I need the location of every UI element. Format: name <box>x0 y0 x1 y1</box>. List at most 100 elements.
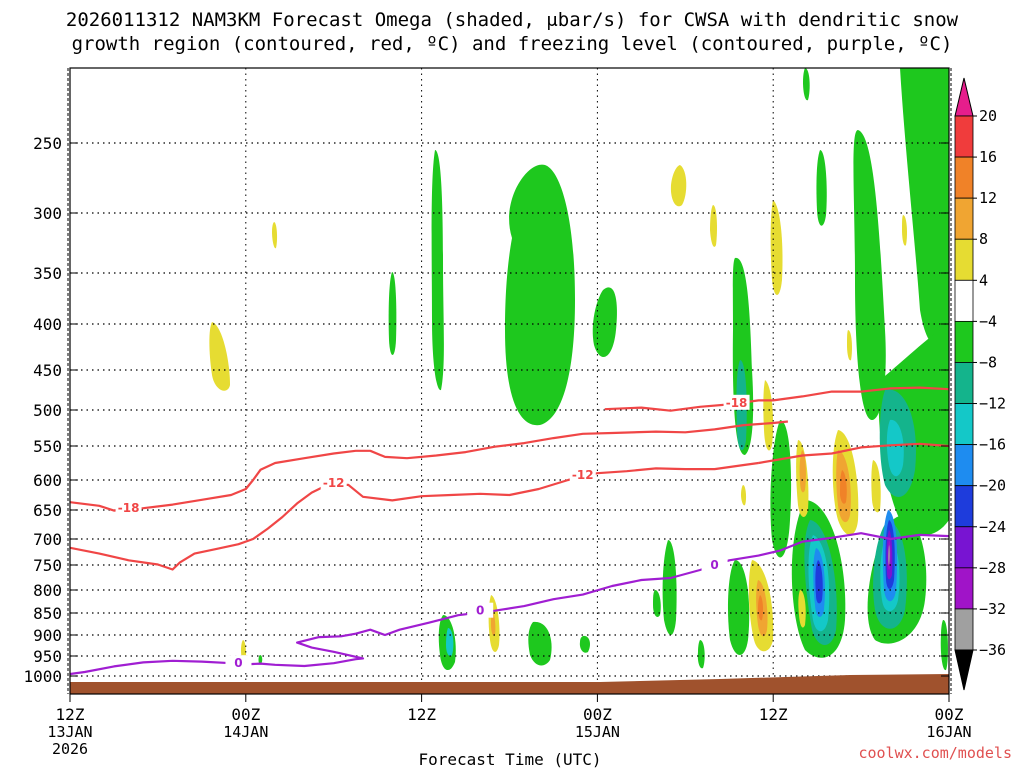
contour-label: 0 <box>476 604 484 618</box>
credit-text: coolwx.com/models <box>858 744 1012 762</box>
omega-region <box>847 330 852 361</box>
colorbar-swatch <box>954 197 974 240</box>
x-tick-year: 2026 <box>52 740 88 758</box>
contour-line <box>758 442 949 465</box>
omega-region <box>710 205 717 247</box>
omega-region <box>446 628 454 657</box>
x-tick-label: 12Z <box>759 705 788 724</box>
omega-region <box>816 150 827 226</box>
contour-label-bg <box>320 475 347 490</box>
y-tick-label: 600 <box>33 471 62 490</box>
contour-label: -12 <box>572 468 594 482</box>
contour-labels: -18 -18 -12 0 0 0 -12 <box>115 394 750 671</box>
omega-region <box>763 380 774 451</box>
omega-region <box>770 200 783 295</box>
y-tick-label: 550 <box>33 437 62 456</box>
y-tick-label: 650 <box>33 501 62 520</box>
colorbar-swatch <box>954 156 974 199</box>
colorbar-label: −24 <box>979 518 1006 536</box>
omega-region <box>670 165 687 207</box>
colorbar-swatch <box>954 238 974 281</box>
x-axis-title: Forecast Time (UTC) <box>418 750 601 768</box>
x-tick-date: 15JAN <box>575 723 620 741</box>
y-tick-label: 850 <box>33 604 62 623</box>
contour-label-bg <box>115 500 142 516</box>
omega-region <box>388 272 397 355</box>
colorbar-swatch <box>954 567 974 610</box>
omega-region <box>579 635 591 653</box>
omega-region <box>431 150 444 391</box>
x-tick-label: 12Z <box>407 705 436 724</box>
colorbar-label: −12 <box>979 395 1006 413</box>
colorbar-label: −20 <box>979 477 1006 495</box>
x-tick-label: 00Z <box>935 705 964 724</box>
y-tick-label: 950 <box>33 647 62 666</box>
omega-region <box>272 222 278 249</box>
y-tick-label: 700 <box>33 530 62 549</box>
omega-region <box>697 640 705 669</box>
omega-region <box>770 420 792 558</box>
omega-region <box>592 287 617 357</box>
y-tick-label: 350 <box>33 264 62 283</box>
omega-region <box>900 68 949 345</box>
contour-lines <box>70 386 949 676</box>
contour-label: -18 <box>726 396 748 410</box>
colorbar-swatch <box>954 320 974 363</box>
colorbar-label: −36 <box>979 641 1006 659</box>
omega-region <box>799 450 806 493</box>
colorbar-label: −4 <box>979 312 997 330</box>
omega-region <box>505 164 575 426</box>
terrain-fill <box>70 674 949 694</box>
y-tick-label: 1000 <box>23 667 62 686</box>
y-tick-label: 500 <box>33 401 62 420</box>
x-tick-date: 14JAN <box>223 723 268 741</box>
x-tick-date: 16JAN <box>926 723 971 741</box>
omega-region <box>871 460 881 513</box>
colorbar-swatch <box>954 362 974 404</box>
omega-region <box>886 419 904 477</box>
omega-region <box>815 560 823 604</box>
omega-region <box>798 590 806 628</box>
y-tick-label: 300 <box>33 204 62 223</box>
colorbar-swatch <box>954 279 974 322</box>
y-tick-label: 900 <box>33 626 62 645</box>
omega-region <box>209 322 230 391</box>
colorbar-swatch <box>954 608 974 651</box>
contour-label-bg <box>569 467 596 483</box>
contour-label: -12 <box>323 476 345 490</box>
omega-region <box>853 130 886 420</box>
omega-region <box>653 590 661 617</box>
colorbar-label: −8 <box>979 353 997 371</box>
omega-region <box>940 619 948 671</box>
omega-region <box>758 595 764 621</box>
contour-line <box>604 386 949 412</box>
colorbar-swatch <box>954 403 974 446</box>
contour-label-bg <box>701 557 728 572</box>
contour-line <box>70 461 759 571</box>
omega-region <box>803 68 810 101</box>
colorbar-label: 4 <box>979 271 988 289</box>
colorbar-swatch <box>954 526 974 569</box>
contour-label-bg <box>467 602 494 618</box>
contour-line <box>70 420 789 512</box>
plot-frame <box>69 67 950 695</box>
omega-region <box>840 470 847 504</box>
contour-label-bg <box>723 394 750 410</box>
colorbar-label: 20 <box>979 107 997 125</box>
chart-title-line-1: 2026011312 NAM3KM Forecast Omega (shaded… <box>66 9 959 31</box>
colorbar-swatch <box>954 115 974 158</box>
omega-region <box>727 560 750 655</box>
omega-region <box>258 655 263 664</box>
omega-region <box>902 215 907 246</box>
omega-region <box>741 485 747 506</box>
contour-label-bg <box>225 655 252 671</box>
y-tick-label: 750 <box>33 556 62 575</box>
y-tick-label: 400 <box>33 315 62 334</box>
omega-region <box>528 621 552 666</box>
x-tick-label: 00Z <box>231 705 260 724</box>
contour-label: 0 <box>234 656 242 670</box>
colorbar-label: 8 <box>979 230 988 248</box>
colorbar-label: 16 <box>979 148 997 166</box>
